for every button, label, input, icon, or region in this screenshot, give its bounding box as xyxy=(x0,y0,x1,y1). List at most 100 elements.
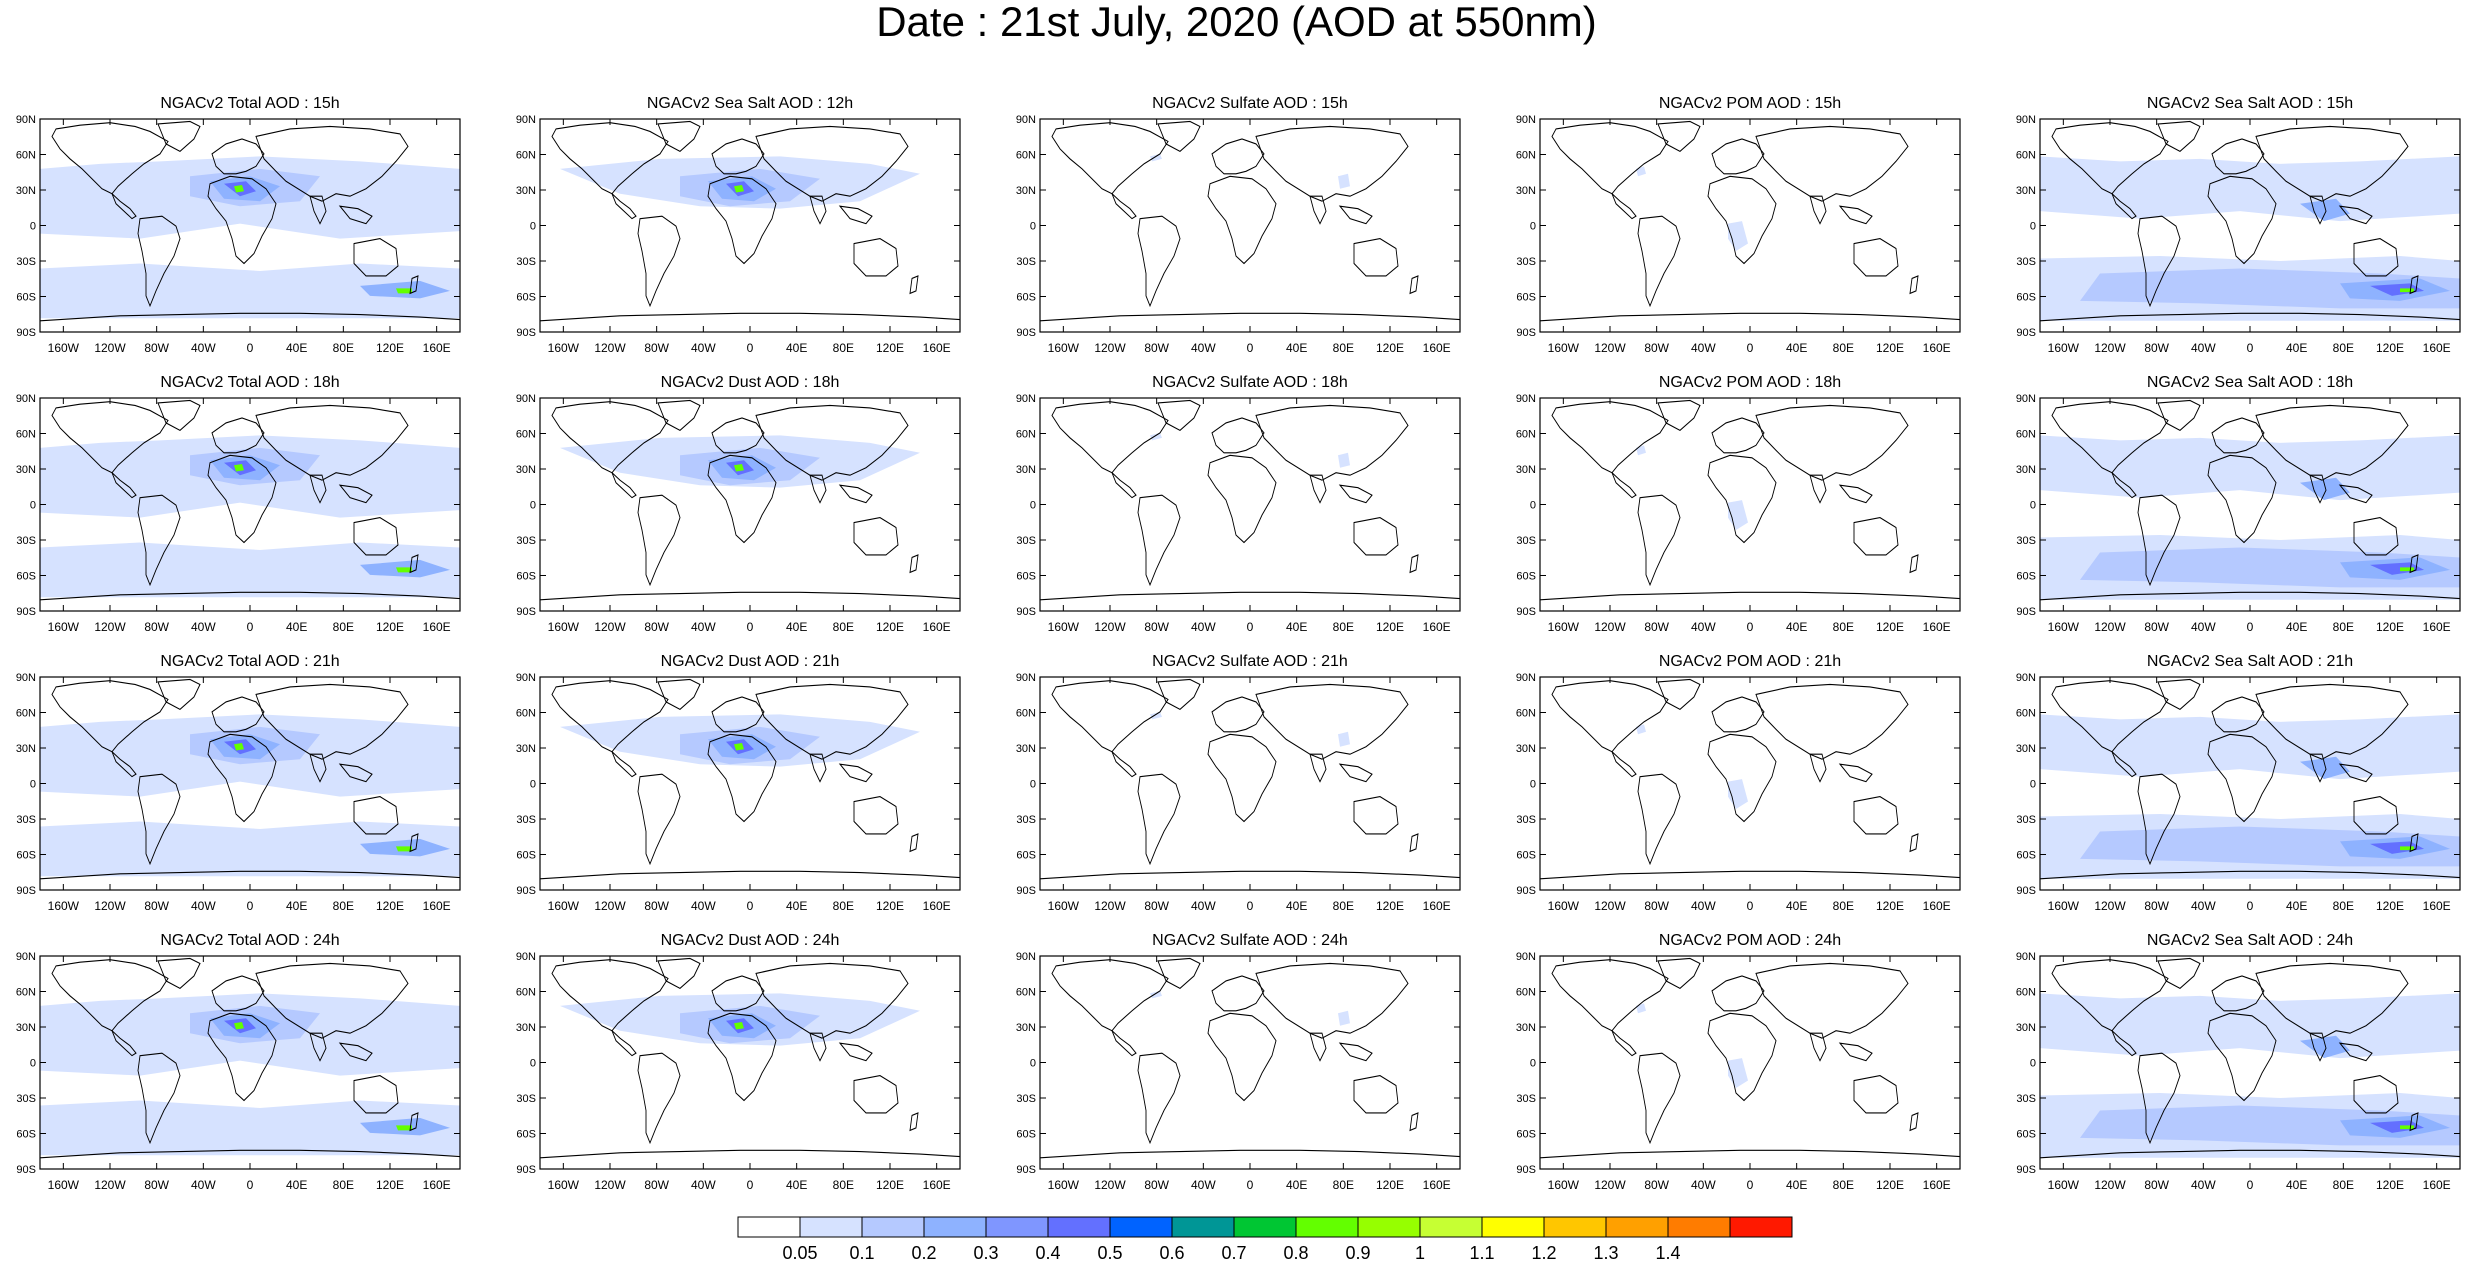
lat-tick-label: 60S xyxy=(2016,571,2036,583)
lat-tick-label: 60S xyxy=(516,1129,536,1141)
lon-tick-label: 0 xyxy=(247,1178,254,1192)
lon-tick-label: 120E xyxy=(876,1178,904,1192)
map-panel: NGACv2 Sulfate AOD : 21h 90N 60N 30N 0 30S 60S… xyxy=(1016,653,1461,913)
lon-tick-label: 160W xyxy=(548,899,580,913)
lat-tick-label: 30N xyxy=(1016,185,1036,197)
lon-tick-label: 40E xyxy=(1286,1178,1307,1192)
lat-tick-label: 60N xyxy=(1016,708,1036,720)
lon-tick-label: 40W xyxy=(1191,1178,1216,1192)
lon-tick-label: 160E xyxy=(923,899,951,913)
lon-tick-label: 160W xyxy=(548,620,580,634)
lat-tick-label: 30S xyxy=(516,256,536,268)
map-panel: NGACv2 POM AOD : 24h 90N 60N 30N 0 30S 60S 90S 1… xyxy=(1516,932,1961,1192)
lon-tick-label: 120W xyxy=(1094,899,1126,913)
lat-tick-label: 30N xyxy=(516,185,536,197)
colorbar-label: 0.1 xyxy=(849,1243,874,1261)
lat-tick-label: 30N xyxy=(2016,743,2036,755)
map-panel: NGACv2 Sea Salt AOD : 12h 90N 60N 30N 0 30S 60… xyxy=(516,95,961,355)
lat-tick-label: 60N xyxy=(1016,429,1036,441)
aod-field xyxy=(1150,153,1350,189)
aod-field xyxy=(560,156,920,209)
lat-tick-label: 30N xyxy=(1016,743,1036,755)
lat-tick-label: 0 xyxy=(1030,1058,1036,1070)
lat-tick-label: 60S xyxy=(516,571,536,583)
lon-tick-label: 120W xyxy=(1094,1178,1126,1192)
lon-tick-label: 80W xyxy=(144,899,169,913)
lon-tick-label: 40E xyxy=(1786,1178,1807,1192)
lon-tick-label: 120W xyxy=(594,620,626,634)
lat-tick-label: 90S xyxy=(1516,606,1536,618)
lon-tick-label: 160W xyxy=(2048,620,2080,634)
aod-field xyxy=(1150,990,1350,1026)
panel-title: NGACv2 Sea Salt AOD : 24h xyxy=(2147,932,2353,949)
lon-tick-label: 40W xyxy=(2191,1178,2216,1192)
lat-tick-label: 30N xyxy=(516,464,536,476)
aod-field xyxy=(560,714,920,767)
lon-tick-label: 160E xyxy=(1923,341,1951,355)
panel-title: NGACv2 Sea Salt AOD : 12h xyxy=(647,95,853,112)
map-panel: NGACv2 Total AOD : 18h 90N 60N 30N 0 30S 60S 90… xyxy=(16,374,461,634)
lat-tick-label: 90N xyxy=(1016,393,1036,405)
lon-tick-label: 80W xyxy=(144,1178,169,1192)
lat-tick-label: 0 xyxy=(1030,221,1036,233)
lon-tick-label: 120E xyxy=(376,1178,404,1192)
lat-tick-label: 90N xyxy=(16,114,36,126)
lat-tick-label: 90N xyxy=(516,114,536,126)
lon-tick-label: 80E xyxy=(833,620,854,634)
lon-tick-label: 80W xyxy=(1144,620,1169,634)
lon-tick-label: 120E xyxy=(1876,899,1904,913)
lon-tick-label: 40E xyxy=(786,899,807,913)
lat-tick-label: 30S xyxy=(1516,535,1536,547)
lat-tick-label: 30N xyxy=(1016,464,1036,476)
lon-tick-label: 40E xyxy=(2286,1178,2307,1192)
lat-tick-label: 30S xyxy=(2016,814,2036,826)
colorbar-swatch xyxy=(1171,1216,1235,1238)
lat-tick-label: 90N xyxy=(516,393,536,405)
lon-tick-label: 80E xyxy=(1833,899,1854,913)
lat-tick-label: 60S xyxy=(2016,1129,2036,1141)
lat-tick-label: 90N xyxy=(1016,951,1036,963)
panel-title: NGACv2 Sulfate AOD : 15h xyxy=(1152,95,1348,112)
lat-tick-label: 0 xyxy=(2030,500,2036,512)
lat-tick-label: 30N xyxy=(1516,1022,1536,1034)
lat-tick-label: 30S xyxy=(1016,1093,1036,1105)
lat-tick-label: 30N xyxy=(2016,464,2036,476)
lon-tick-label: 80E xyxy=(833,341,854,355)
lat-tick-label: 90S xyxy=(1016,1164,1036,1176)
panel-title: NGACv2 Sea Salt AOD : 21h xyxy=(2147,653,2353,670)
colorbar-label: 0.05 xyxy=(782,1243,817,1261)
lat-tick-label: 90S xyxy=(1516,327,1536,339)
lon-tick-label: 120W xyxy=(1594,899,1626,913)
aod-field xyxy=(2040,156,2460,321)
lat-tick-label: 0 xyxy=(1530,779,1536,791)
lon-tick-label: 120W xyxy=(2094,899,2126,913)
lat-tick-label: 90S xyxy=(516,606,536,618)
lat-tick-label: 0 xyxy=(2030,221,2036,233)
lon-tick-label: 120E xyxy=(1376,341,1404,355)
panel-title: NGACv2 POM AOD : 15h xyxy=(1659,95,1841,112)
colorbar-swatch xyxy=(1605,1216,1669,1238)
panel-title: NGACv2 Dust AOD : 21h xyxy=(661,653,840,670)
lat-tick-label: 60N xyxy=(2016,150,2036,162)
lat-tick-label: 60N xyxy=(16,987,36,999)
lon-tick-label: 40E xyxy=(1786,620,1807,634)
lat-tick-label: 60S xyxy=(1516,850,1536,862)
lat-tick-label: 60N xyxy=(516,429,536,441)
lat-tick-label: 90N xyxy=(516,672,536,684)
lat-tick-label: 30S xyxy=(16,814,36,826)
lat-tick-label: 60N xyxy=(2016,429,2036,441)
lon-tick-label: 160E xyxy=(923,341,951,355)
lon-tick-label: 40W xyxy=(191,899,216,913)
lon-tick-label: 40W xyxy=(1691,341,1716,355)
colorbar-label: 0.3 xyxy=(973,1243,998,1261)
lat-tick-label: 60N xyxy=(16,708,36,720)
lat-tick-label: 60N xyxy=(1516,987,1536,999)
lon-tick-label: 80E xyxy=(333,620,354,634)
lat-tick-label: 90S xyxy=(2016,327,2036,339)
lat-tick-label: 90N xyxy=(2016,393,2036,405)
colorbar-swatch xyxy=(1109,1216,1173,1238)
lon-tick-label: 120E xyxy=(376,341,404,355)
lat-tick-label: 0 xyxy=(30,1058,36,1070)
